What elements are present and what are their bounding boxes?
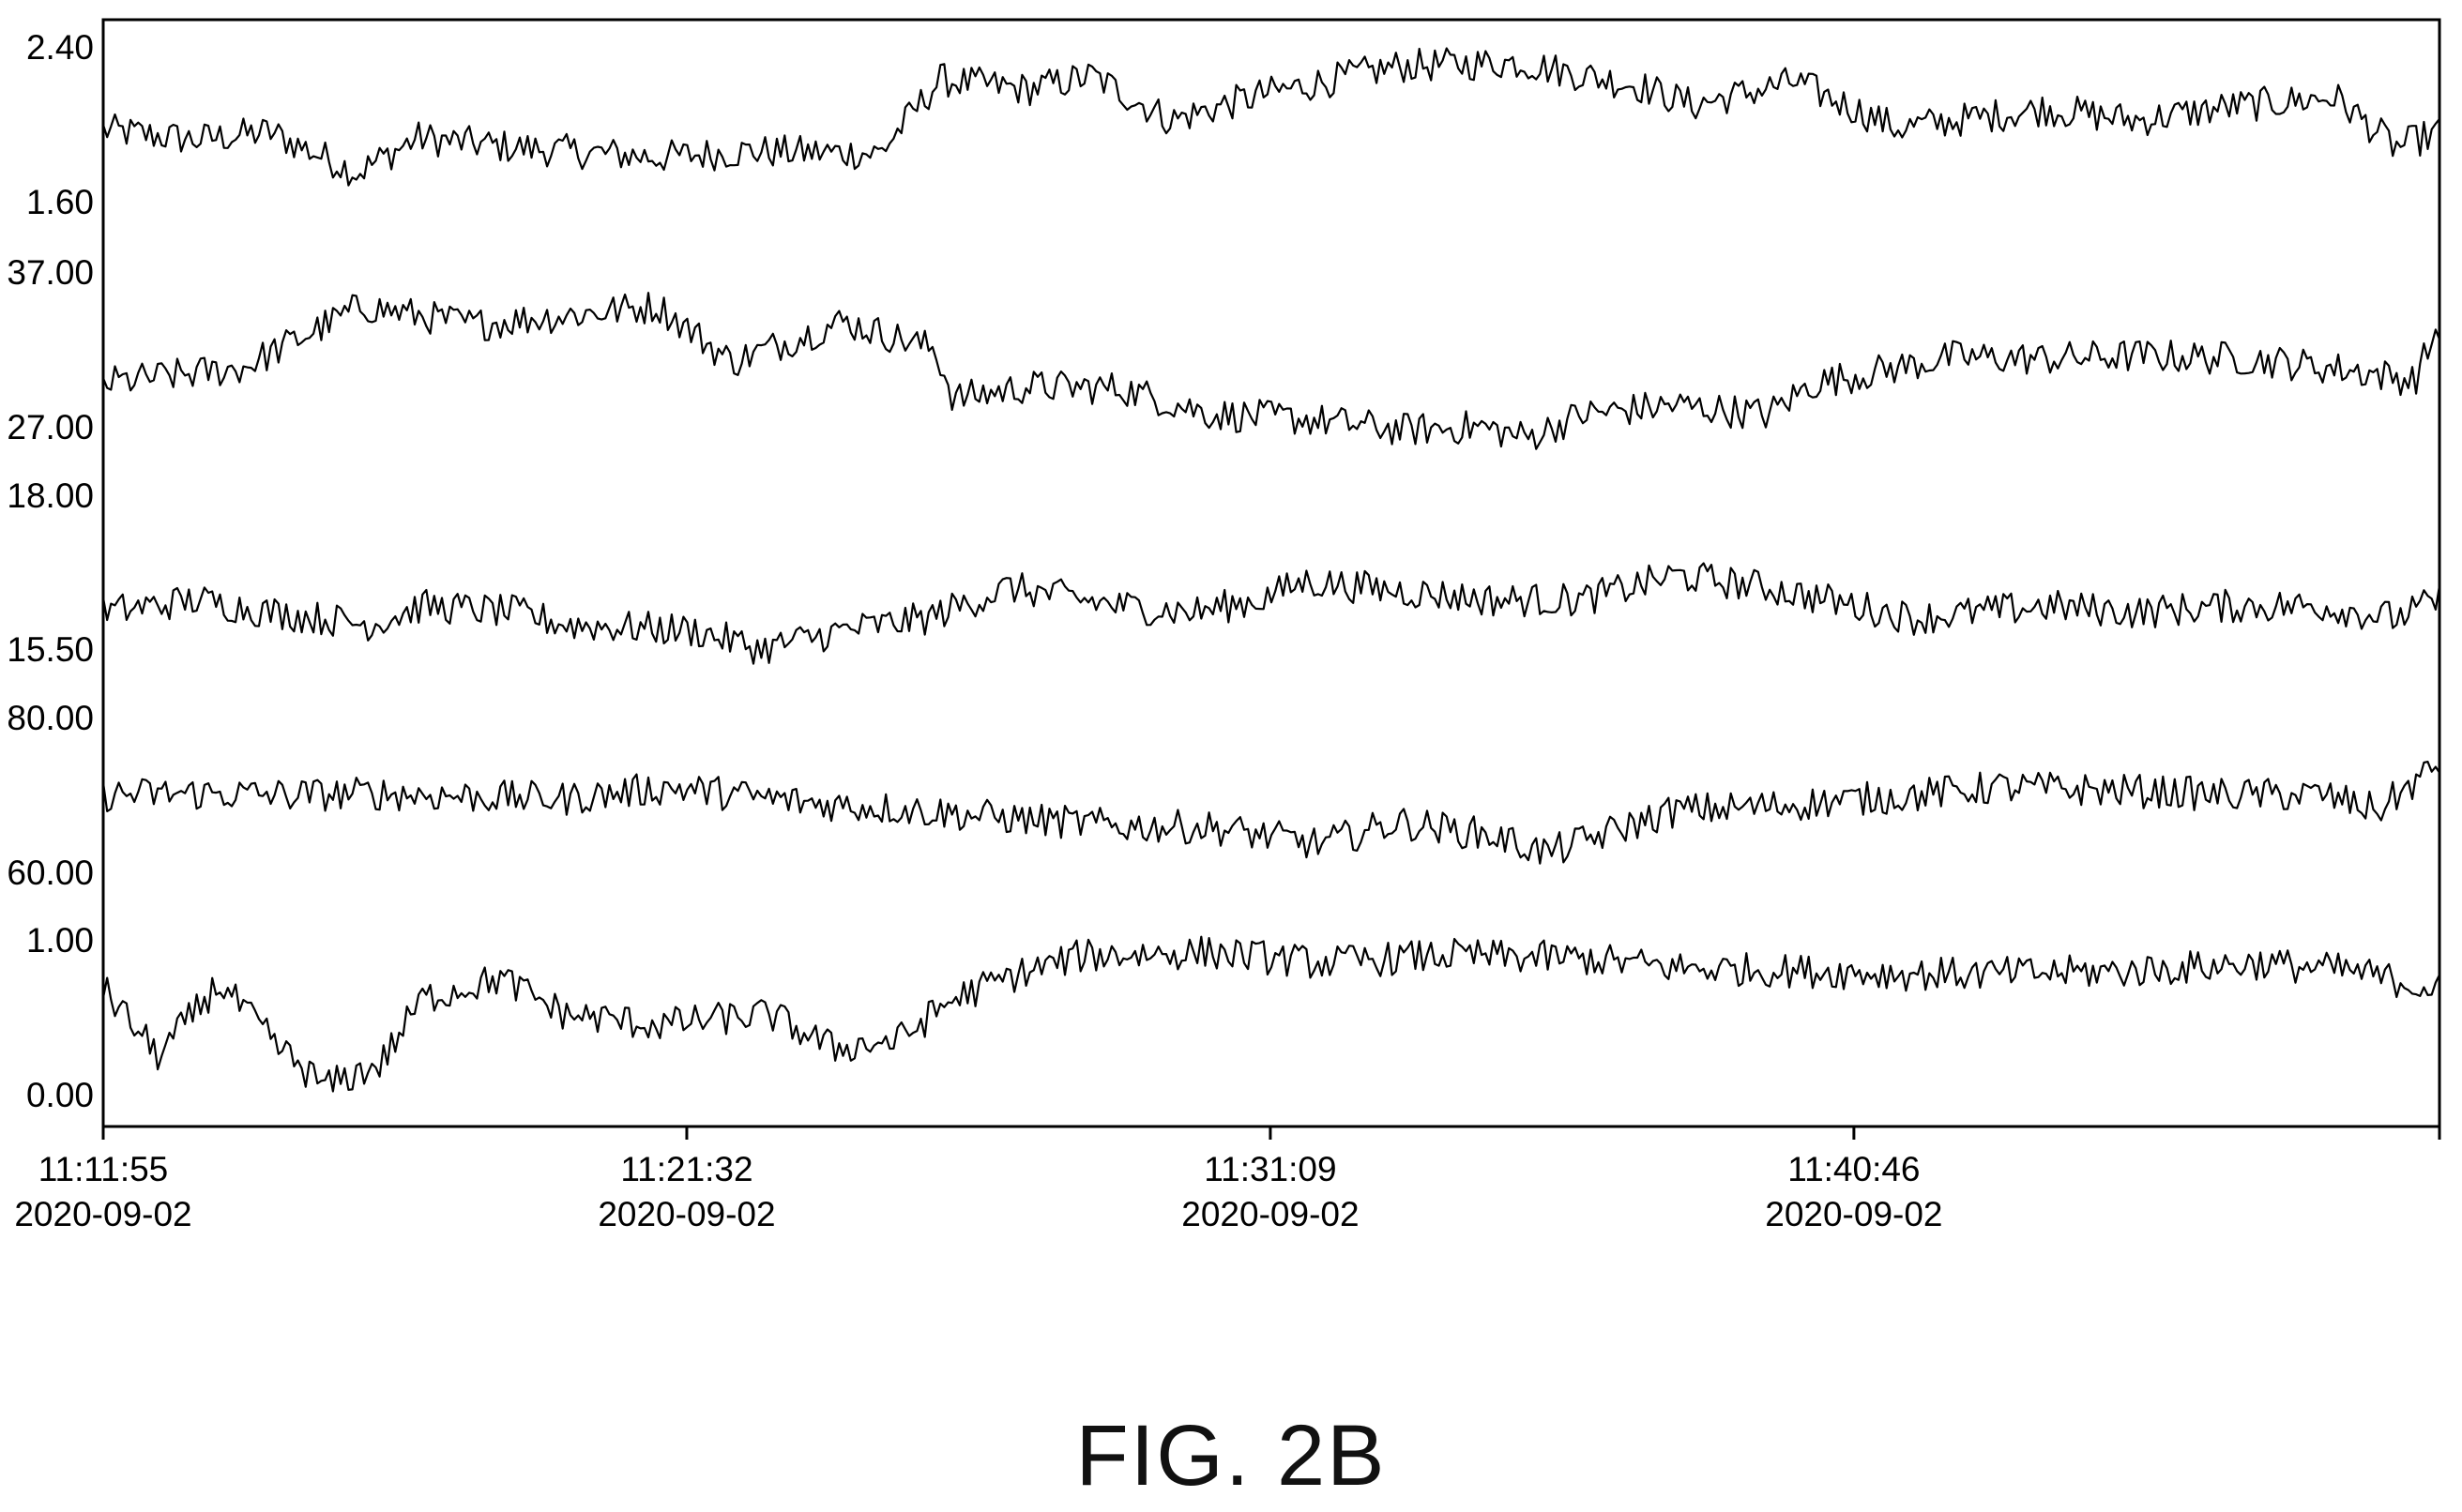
x-tick-time-1: 11:11:55: [38, 1150, 169, 1188]
x-axis: 11:11:55 2020-09-02 11:21:32 2020-09-02 11:3…: [14, 1126, 2441, 1233]
y-tick-label-2-top: 37.00: [7, 253, 94, 292]
y-tick-label-5-bottom: 0.00: [26, 1076, 94, 1114]
x-tick-time-3: 11:31:09: [1204, 1150, 1336, 1188]
x-tick-date-1: 2020-09-02: [14, 1195, 191, 1233]
y-tick-label-3-top: 18.00: [7, 476, 94, 515]
x-tick-time-4: 11:40:46: [1787, 1150, 1920, 1188]
x-tick-date-3: 2020-09-02: [1181, 1195, 1359, 1233]
plot-frame: [101, 18, 2441, 1128]
series-line-1: [101, 47, 2440, 187]
y-tick-label-1-bottom: 1.60: [26, 183, 94, 221]
y-tick-label-5-top: 1.00: [26, 921, 94, 960]
y-tick-label-4-bottom: 60.00: [7, 854, 94, 892]
y-tick-label-1-top: 2.40: [26, 28, 94, 67]
y-tick-label-3-bottom: 15.50: [7, 630, 94, 669]
y-tick-label-4-top: 80.00: [7, 699, 94, 737]
x-tick-date-2: 2020-09-02: [598, 1195, 775, 1233]
series-layer: [101, 47, 2441, 1093]
x-tick-time-2: 11:21:32: [620, 1150, 752, 1188]
y-axis-labels: 2.40 1.60 37.00 27.00 18.00 15.50 80.00 60.00 1.…: [7, 28, 94, 1114]
y-tick-label-2-bottom: 27.00: [7, 408, 94, 446]
figure-caption: FIG. 2B: [1075, 1408, 1387, 1504]
series-line-3: [101, 562, 2441, 665]
series-line-5: [101, 935, 2440, 1093]
series-line-2: [101, 292, 2441, 450]
series-line-4: [101, 760, 2440, 865]
x-tick-date-4: 2020-09-02: [1765, 1195, 1942, 1233]
